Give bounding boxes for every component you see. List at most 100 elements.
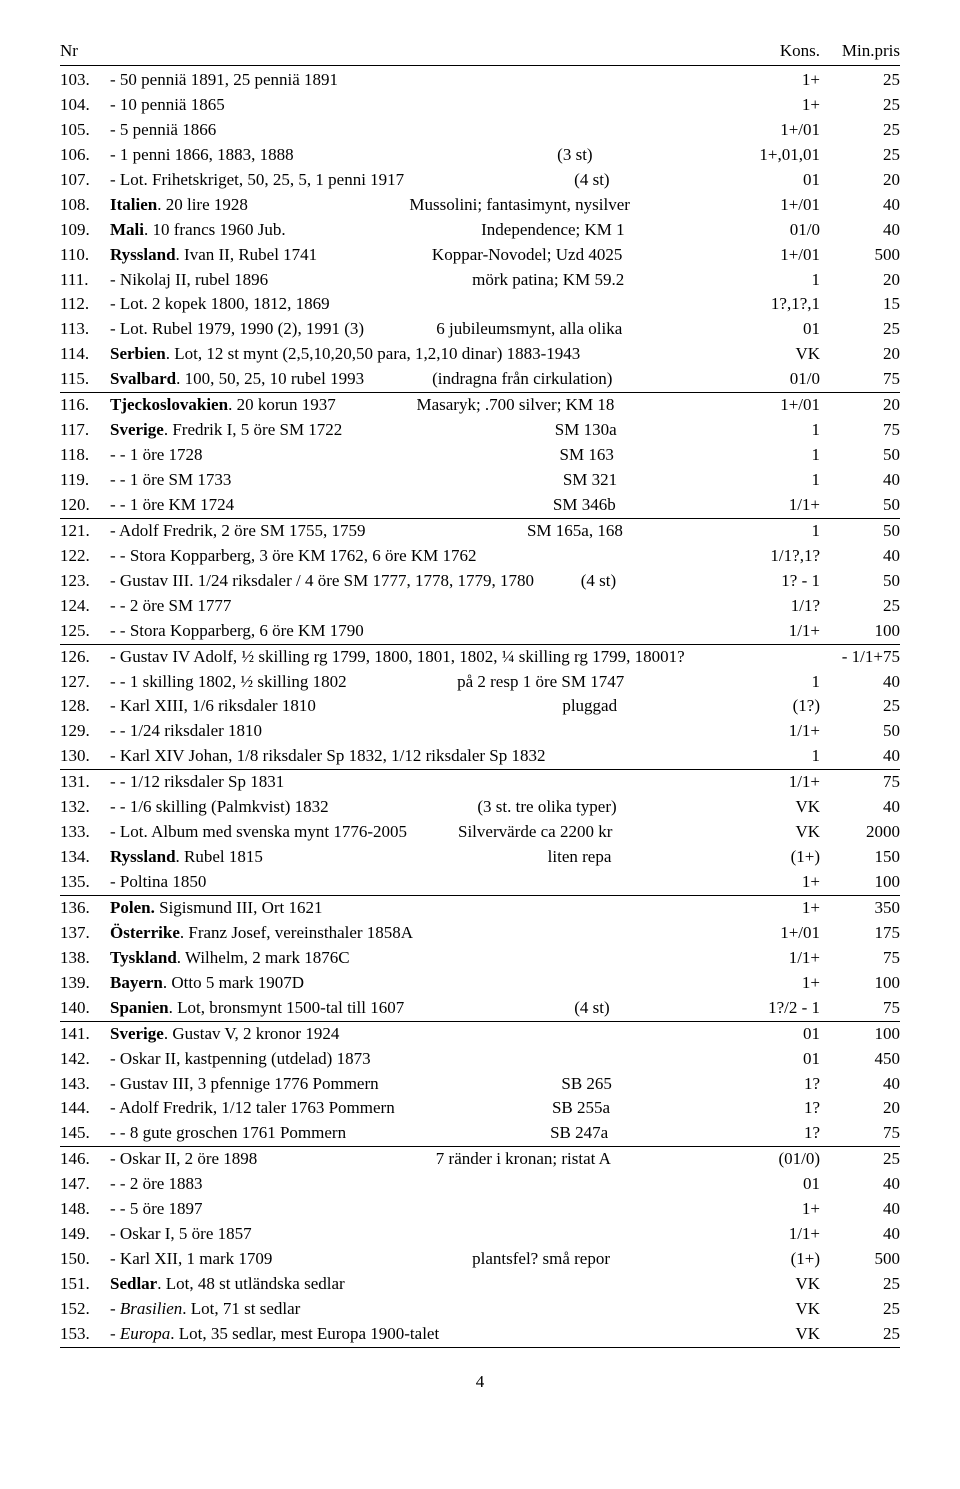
row-pris: 100 bbox=[820, 620, 900, 643]
row-pris: 2000 bbox=[820, 821, 900, 844]
row-description: - Oskar II, kastpenning (utdelad) 1873 bbox=[110, 1048, 740, 1071]
row-kons: 1? bbox=[740, 1122, 820, 1145]
row-description: Tyskland. Wilhelm, 2 mark 1876C bbox=[110, 947, 740, 970]
table-row: 139.Bayern. Otto 5 mark 1907D1+100 bbox=[60, 971, 900, 996]
row-kons: 1+/01 bbox=[740, 119, 820, 142]
row-kons: 1/1+ bbox=[740, 1223, 820, 1246]
row-description: - - 8 gute groschen 1761 Pommern SB 247a bbox=[110, 1122, 740, 1145]
row-description: - - 1 öre KM 1724 SM 346b bbox=[110, 494, 740, 517]
row-description: - Lot. Album med svenska mynt 1776-2005 … bbox=[110, 821, 740, 844]
row-pris: 150 bbox=[820, 846, 900, 869]
row-description: - Karl XIV Johan, 1/8 riksdaler Sp 1832,… bbox=[110, 745, 740, 768]
table-row: 130.- Karl XIV Johan, 1/8 riksdaler Sp 1… bbox=[60, 744, 900, 769]
row-nr: 107. bbox=[60, 169, 110, 192]
row-pris: 25 bbox=[820, 1148, 900, 1171]
row-description: - Karl XII, 1 mark 1709 plantsfel? små r… bbox=[110, 1248, 740, 1271]
row-pris: 75 bbox=[820, 771, 900, 794]
row-nr: 123. bbox=[60, 570, 110, 593]
row-description: - Gustav III. 1/24 riksdaler / 4 öre SM … bbox=[110, 570, 740, 593]
table-row: 104.- 10 penniä 18651+25 bbox=[60, 93, 900, 118]
row-nr: 151. bbox=[60, 1273, 110, 1296]
row-kons: VK bbox=[740, 796, 820, 819]
row-kons: 1+/01 bbox=[740, 394, 820, 417]
table-row: 142.- Oskar II, kastpenning (utdelad) 18… bbox=[60, 1047, 900, 1072]
table-row: 109.Mali. 10 francs 1960 Jub. Independen… bbox=[60, 218, 900, 243]
row-nr: 144. bbox=[60, 1097, 110, 1120]
row-kons: 1?/2 - 1 bbox=[740, 997, 820, 1020]
row-pris: 75 bbox=[820, 368, 900, 391]
row-nr: 125. bbox=[60, 620, 110, 643]
table-row: 124.- - 2 öre SM 17771/1?25 bbox=[60, 594, 900, 619]
table-section: 116.Tjeckoslovakien. 20 korun 1937 Masar… bbox=[60, 393, 900, 519]
row-description: - - 1 skilling 1802, ½ skilling 1802 på … bbox=[110, 671, 740, 694]
table-row: 147.- - 2 öre 18830140 bbox=[60, 1172, 900, 1197]
row-pris: 75 bbox=[820, 947, 900, 970]
row-kons: (1+) bbox=[740, 846, 820, 869]
table-row: 125.- - Stora Kopparberg, 6 öre KM 17901… bbox=[60, 619, 900, 644]
row-description: - Karl XIII, 1/6 riksdaler 1810 pluggad bbox=[110, 695, 740, 718]
row-nr: 152. bbox=[60, 1298, 110, 1321]
row-description: - Europa. Lot, 35 sedlar, mest Europa 19… bbox=[110, 1323, 740, 1346]
table-row: 144.- Adolf Fredrik, 1/12 taler 1763 Pom… bbox=[60, 1096, 900, 1121]
table-row: 143.- Gustav III, 3 pfennige 1776 Pommer… bbox=[60, 1072, 900, 1097]
row-nr: 128. bbox=[60, 695, 110, 718]
table-row: 140.Spanien. Lot, bronsmynt 1500-tal til… bbox=[60, 996, 900, 1021]
row-pris: 20 bbox=[820, 169, 900, 192]
row-nr: 148. bbox=[60, 1198, 110, 1221]
row-description: - - 2 öre 1883 bbox=[110, 1173, 740, 1196]
table-section: 126.- Gustav IV Adolf, ½ skilling rg 179… bbox=[60, 645, 900, 771]
row-nr: 129. bbox=[60, 720, 110, 743]
row-description: - - 1/6 skilling (Palmkvist) 1832 (3 st.… bbox=[110, 796, 740, 819]
row-pris: 50 bbox=[820, 520, 900, 543]
table-row: 126.- Gustav IV Adolf, ½ skilling rg 179… bbox=[60, 645, 900, 670]
row-kons: 1 bbox=[740, 444, 820, 467]
table-row: 136.Polen. Sigismund III, Ort 16211+350 bbox=[60, 896, 900, 921]
row-pris: 20 bbox=[820, 1097, 900, 1120]
row-description: - Lot. Rubel 1979, 1990 (2), 1991 (3) 6 … bbox=[110, 318, 740, 341]
row-kons: 1? - 1 bbox=[740, 570, 820, 593]
row-pris: 25 bbox=[820, 1323, 900, 1346]
row-kons: 1 bbox=[740, 469, 820, 492]
row-description: - Adolf Fredrik, 1/12 taler 1763 Pommern… bbox=[110, 1097, 740, 1120]
row-description: Bayern. Otto 5 mark 1907D bbox=[110, 972, 740, 995]
row-nr: 150. bbox=[60, 1248, 110, 1271]
row-kons: 01 bbox=[740, 1173, 820, 1196]
table-row: 106.- 1 penni 1866, 1883, 1888 (3 st)1+,… bbox=[60, 143, 900, 168]
row-description: - - Stora Kopparberg, 3 öre KM 1762, 6 ö… bbox=[110, 545, 740, 568]
table-row: 132.- - 1/6 skilling (Palmkvist) 1832 (3… bbox=[60, 795, 900, 820]
table-row: 112.- Lot. 2 kopek 1800, 1812, 18691?,1?… bbox=[60, 292, 900, 317]
row-nr: 139. bbox=[60, 972, 110, 995]
row-kons: 1/1+ bbox=[740, 620, 820, 643]
row-description: - - 5 öre 1897 bbox=[110, 1198, 740, 1221]
row-kons: (1+) bbox=[740, 1248, 820, 1271]
row-kons: 1+ bbox=[740, 94, 820, 117]
row-nr: 133. bbox=[60, 821, 110, 844]
row-nr: 110. bbox=[60, 244, 110, 267]
row-nr: 104. bbox=[60, 94, 110, 117]
row-nr: 140. bbox=[60, 997, 110, 1020]
table-row: 122.- - Stora Kopparberg, 3 öre KM 1762,… bbox=[60, 544, 900, 569]
row-nr: 105. bbox=[60, 119, 110, 142]
row-pris: 25 bbox=[820, 119, 900, 142]
row-kons: 1?,1?,1 bbox=[740, 293, 820, 316]
row-nr: 146. bbox=[60, 1148, 110, 1171]
row-kons: VK bbox=[740, 343, 820, 366]
table-row: 137.Österrike. Franz Josef, vereinsthale… bbox=[60, 921, 900, 946]
row-description: Ryssland. Ivan II, Rubel 1741 Koppar-Nov… bbox=[110, 244, 740, 267]
row-pris: 40 bbox=[820, 671, 900, 694]
row-kons: 1 bbox=[740, 269, 820, 292]
row-pris: 25 bbox=[820, 1273, 900, 1296]
table-row: 133.- Lot. Album med svenska mynt 1776-2… bbox=[60, 820, 900, 845]
table-row: 108.Italien. 20 lire 1928 Mussolini; fan… bbox=[60, 193, 900, 218]
row-pris: 100 bbox=[820, 972, 900, 995]
row-pris: 25 bbox=[820, 595, 900, 618]
row-description: - - 1/24 riksdaler 1810 bbox=[110, 720, 740, 743]
table-section: 146.- Oskar II, 2 öre 1898 7 ränder i kr… bbox=[60, 1147, 900, 1348]
row-description: - - 1/12 riksdaler Sp 1831 bbox=[110, 771, 740, 794]
row-pris: 50 bbox=[820, 444, 900, 467]
row-kons: VK bbox=[740, 821, 820, 844]
row-nr: 116. bbox=[60, 394, 110, 417]
table-section: 136.Polen. Sigismund III, Ort 16211+3501… bbox=[60, 896, 900, 1022]
row-pris: 75 bbox=[820, 419, 900, 442]
table-row: 151.Sedlar. Lot, 48 st utländska sedlarV… bbox=[60, 1272, 900, 1297]
